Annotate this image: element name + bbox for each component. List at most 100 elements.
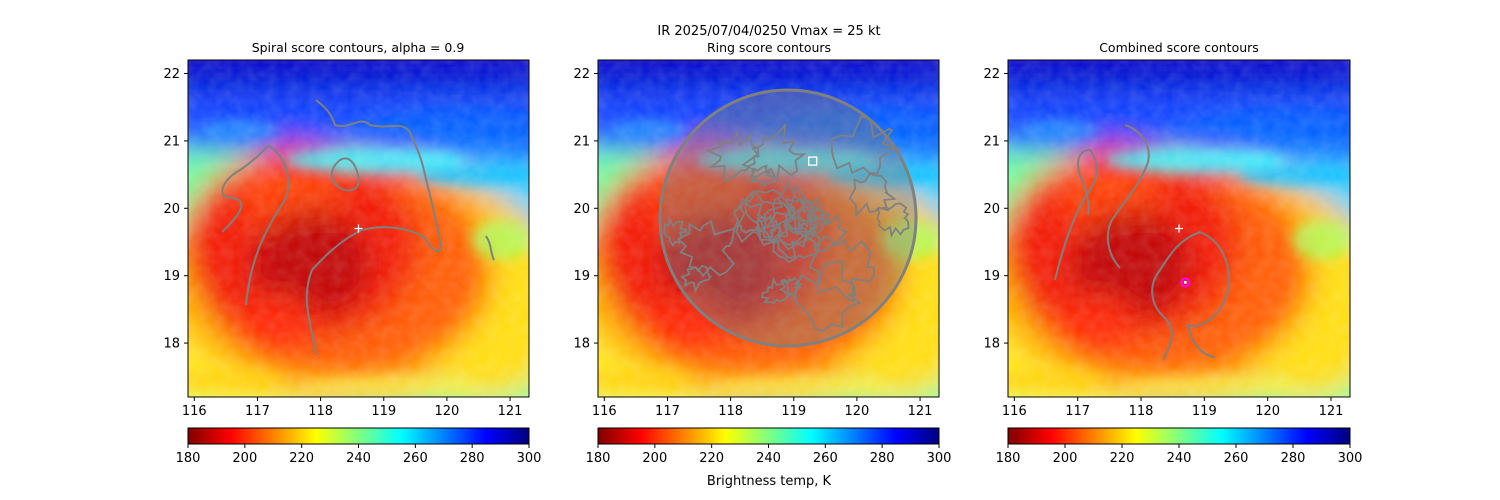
heatmap-image (1008, 60, 1350, 397)
colorbar-tick-label: 240 (346, 451, 371, 466)
y-axis: 18 19 20 21 22 (573, 67, 598, 352)
contour-line (1106, 124, 1150, 269)
contour-line (763, 181, 828, 246)
panel-spiral: Spiral score contours, alpha = 0.9 116 11… (163, 40, 541, 466)
markers (808, 156, 818, 166)
x-tick-label: 116 (182, 404, 207, 419)
colorbar: 180 200 220 240 260 280 300 (176, 427, 541, 466)
colorbar: 180 200 220 240 260 280 300 (996, 427, 1362, 466)
contour-line (766, 211, 808, 259)
colorbar-tick-label: 280 (460, 451, 485, 466)
center-plus-marker (1175, 224, 1183, 233)
markers (1175, 224, 1191, 288)
contour-line (733, 201, 767, 234)
colorbar-tick-label: 280 (1281, 451, 1306, 466)
colorbar-tick-label: 180 (176, 451, 201, 466)
colorbar-gradient (1007, 427, 1351, 445)
colorbar-tick-label: 240 (756, 451, 781, 466)
x-tick-label: 117 (1065, 404, 1090, 419)
x-tick-label: 119 (1192, 404, 1217, 419)
contour-line (305, 99, 442, 356)
colorbar-tick-label: 200 (232, 451, 257, 466)
combined-contours (1054, 124, 1230, 361)
x-tick-label: 120 (844, 404, 869, 419)
colorbar-tick-label: 180 (996, 451, 1021, 466)
x-axis: 116 117 118 119 120 121 (592, 397, 933, 419)
x-tick-label: 121 (1319, 404, 1344, 419)
ring-contour-lines (658, 88, 918, 348)
x-tick-label: 119 (781, 404, 806, 419)
x-tick-label: 118 (718, 404, 743, 419)
contour-line (705, 130, 760, 183)
ring-contours (658, 88, 918, 348)
colorbar: 180 200 220 240 260 280 300 (586, 427, 952, 466)
colorbar-tick-label: 300 (927, 451, 952, 466)
x-tick-label: 121 (498, 404, 523, 419)
combined-center-dot (1183, 280, 1187, 284)
ring-center-square-marker (808, 156, 818, 166)
colorbar-label: Brightness temp, K (707, 474, 832, 489)
contour-line (680, 264, 713, 294)
colorbar-tick-label: 260 (403, 451, 428, 466)
panel-ring: Ring score contours 116 117 118 119 120 121 1… (573, 40, 952, 489)
contour-line (778, 276, 803, 301)
panel-title: Ring score contours (707, 40, 831, 55)
colorbar-tick-label: 220 (699, 451, 724, 466)
contour-line (876, 202, 910, 239)
x-axis: 116 117 118 119 120 121 (182, 397, 523, 419)
colorbar-gradient (187, 427, 530, 445)
x-tick-label: 120 (1255, 404, 1280, 419)
axes-frame (1007, 59, 1351, 398)
heatmap-image (188, 60, 529, 397)
x-tick-label: 121 (908, 404, 933, 419)
axes-frame (597, 59, 940, 398)
colorbar-gradient (597, 427, 940, 445)
y-tick-label: 19 (983, 269, 1000, 284)
contour-line (782, 197, 818, 231)
contour-line (1151, 230, 1230, 361)
y-tick-label: 21 (163, 134, 180, 149)
colorbar-tick-label: 180 (586, 451, 611, 466)
axes-frame (187, 59, 530, 398)
x-tick-label: 120 (434, 404, 459, 419)
y-tick-label: 19 (573, 269, 590, 284)
y-axis: 18 19 20 21 22 (163, 67, 188, 352)
x-tick-label: 116 (1002, 404, 1027, 419)
ring-boundary-contour (658, 88, 918, 348)
contour-line (1054, 148, 1098, 281)
y-tick-label: 18 (163, 337, 180, 352)
colorbar-tick-label: 200 (1053, 451, 1078, 466)
x-tick-label: 118 (1129, 404, 1154, 419)
heatmap-image (598, 60, 939, 397)
contour-line (663, 215, 689, 247)
y-tick-label: 20 (983, 202, 1000, 217)
y-tick-label: 19 (163, 269, 180, 284)
combined-center-circle-marker (1180, 277, 1191, 288)
y-tick-label: 18 (983, 337, 1000, 352)
y-tick-label: 22 (163, 67, 180, 82)
contour-line (741, 122, 807, 186)
contour-line (485, 235, 495, 261)
contour-line (744, 188, 797, 243)
y-tick-label: 21 (573, 134, 590, 149)
y-axis: 18 19 20 21 22 (983, 67, 1008, 352)
colorbar-tick-label: 200 (642, 451, 667, 466)
contour-line (330, 157, 360, 192)
y-tick-label: 20 (163, 202, 180, 217)
center-plus-marker (354, 224, 363, 233)
colorbar-tick-label: 220 (289, 451, 314, 466)
colorbar-tick-label: 280 (870, 451, 895, 466)
panel-title: Spiral score contours, alpha = 0.9 (252, 40, 465, 55)
x-axis: 116 117 118 119 120 121 (1002, 397, 1343, 419)
y-tick-label: 20 (573, 202, 590, 217)
contour-line (808, 235, 875, 304)
colorbar-tick-label: 240 (1167, 451, 1192, 466)
panel-title: Combined score contours (1099, 40, 1259, 55)
x-tick-label: 116 (592, 404, 617, 419)
y-tick-label: 22 (983, 67, 1000, 82)
colorbar-tick-label: 260 (813, 451, 838, 466)
spiral-contours (221, 99, 495, 356)
y-tick-label: 18 (573, 337, 590, 352)
y-tick-label: 21 (983, 134, 1000, 149)
